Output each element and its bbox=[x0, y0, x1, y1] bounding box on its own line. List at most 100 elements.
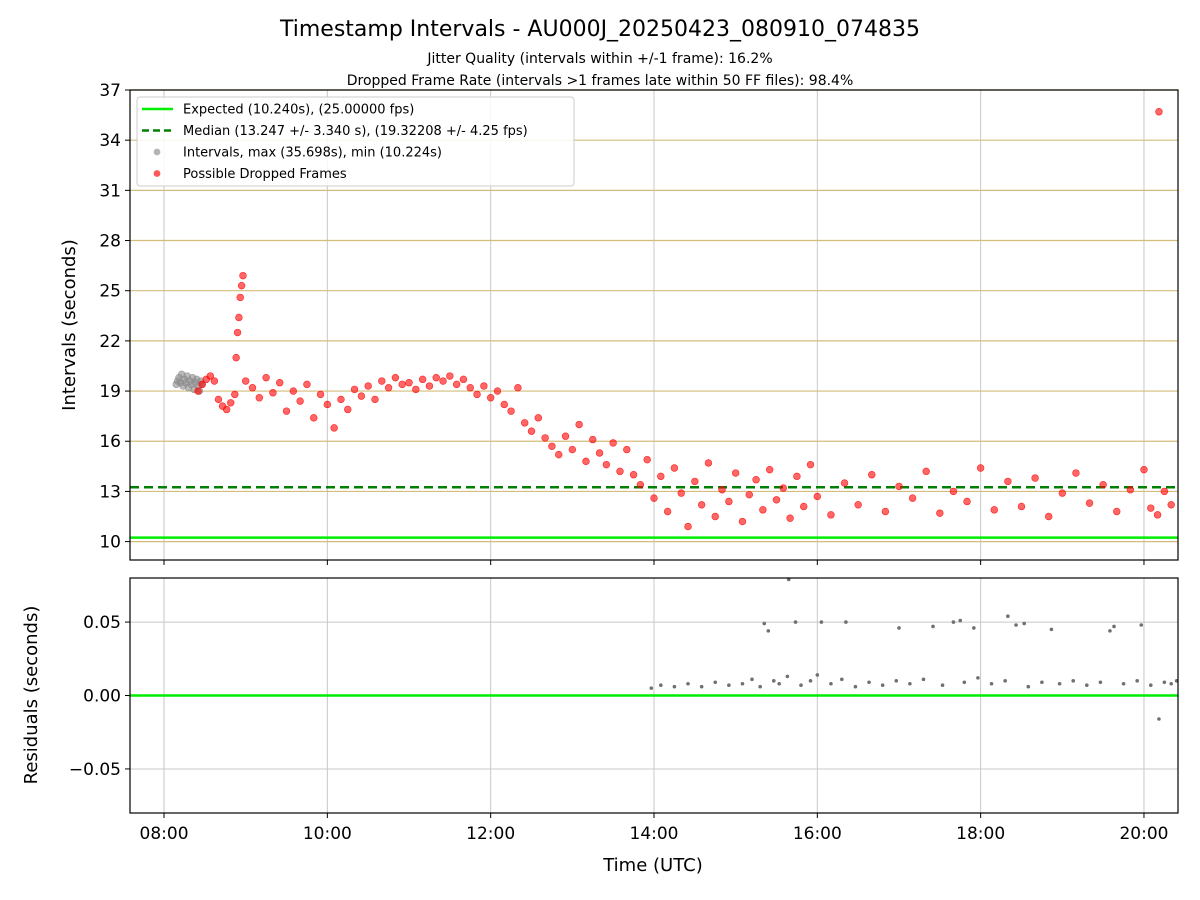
legend-marker-swatch bbox=[153, 148, 161, 156]
dropped-frame-point bbox=[595, 449, 604, 457]
dropped-frame-point bbox=[691, 477, 699, 486]
dropped-frame-point bbox=[337, 395, 345, 404]
dropped-frame-point bbox=[745, 491, 753, 499]
dropped-frame-point bbox=[248, 384, 257, 392]
residuals-points bbox=[649, 577, 1179, 721]
intervals-y-tick-label: 37 bbox=[99, 81, 121, 101]
residual-point bbox=[766, 629, 771, 633]
dropped-frame-point bbox=[255, 394, 263, 402]
dropped-frame-point bbox=[296, 397, 304, 405]
residual-point bbox=[740, 681, 745, 686]
dropped-frame-point bbox=[276, 379, 284, 387]
residual-point bbox=[962, 680, 967, 685]
residual-point bbox=[1022, 621, 1027, 626]
residuals-y-tick-label: 0.05 bbox=[83, 613, 121, 633]
dropped-frame-point bbox=[425, 382, 434, 390]
residual-point bbox=[908, 681, 912, 686]
residuals-frame bbox=[129, 577, 1179, 814]
dropped-frame-point bbox=[439, 377, 447, 385]
residual-point bbox=[829, 681, 833, 686]
dropped-frame-point bbox=[486, 394, 495, 402]
residual-point bbox=[649, 686, 654, 690]
dropped-frame-point bbox=[697, 501, 706, 509]
dropped-frame-point bbox=[446, 372, 454, 380]
dropped-frame-point bbox=[227, 399, 235, 407]
dropped-frame-point bbox=[752, 476, 760, 484]
dropped-frame-point bbox=[541, 434, 549, 442]
dropped-frame-point bbox=[623, 445, 631, 454]
legend-box bbox=[136, 96, 575, 187]
dropped-frame-point bbox=[806, 460, 815, 469]
residual-point bbox=[771, 679, 776, 683]
residuals-axes: 08:00 10:00 12:00 14:00 16:00 18:00 20:00 −0.05… bbox=[69, 577, 1179, 844]
residual-point bbox=[880, 683, 885, 688]
dropped-frame-point bbox=[827, 511, 835, 519]
dropped-frame-point bbox=[765, 465, 774, 474]
dropped-frame-point bbox=[466, 384, 474, 392]
dropped-frame-point bbox=[561, 432, 570, 440]
residuals-y-tick-label: 0.00 bbox=[83, 687, 121, 707]
residual-point bbox=[1049, 627, 1054, 632]
residuals-y-axis-label: Residuals (seconds) bbox=[21, 606, 42, 785]
dropped-frame-point bbox=[868, 470, 876, 479]
dropped-frame-point bbox=[1058, 489, 1067, 497]
residual-point bbox=[819, 620, 824, 624]
dropped-frame-point bbox=[418, 375, 427, 384]
residual-point bbox=[1157, 717, 1161, 721]
residuals-plot: 08:00 10:00 12:00 14:00 16:00 18:00 20:00 −0.05… bbox=[21, 577, 1179, 876]
dropped-frame-point bbox=[548, 442, 556, 450]
residual-point bbox=[897, 626, 901, 630]
dropped-frame-point bbox=[616, 467, 624, 476]
residual-point bbox=[989, 681, 994, 686]
residuals-y-tick-label: −0.05 bbox=[69, 760, 121, 780]
dropped-frame-point bbox=[990, 506, 998, 514]
dropped-frame-point bbox=[711, 512, 719, 521]
dropped-frame-point bbox=[384, 384, 393, 392]
dropped-frame-point bbox=[323, 400, 332, 409]
dropped-frame-point bbox=[206, 372, 215, 380]
residual-point bbox=[844, 620, 848, 624]
dropped-frame-point bbox=[222, 405, 231, 414]
intervals-y-tick-label: 13 bbox=[99, 482, 121, 502]
residual-point bbox=[777, 681, 782, 686]
dropped-frame-point bbox=[500, 400, 508, 409]
dropped-frame-point bbox=[210, 377, 219, 385]
residual-point bbox=[1026, 684, 1031, 689]
dropped-frame-point bbox=[1167, 501, 1175, 509]
dropped-frame-point bbox=[555, 450, 563, 459]
dropped-frame-point bbox=[269, 389, 277, 397]
intervals-y-tick-label: 31 bbox=[99, 181, 121, 201]
dropped-frame-point bbox=[237, 281, 246, 290]
intervals-plot: 10 13 16 19 22 25 28 31 34 37 Intervals (seconds)… bbox=[59, 81, 1179, 565]
dropped-frame-point bbox=[330, 424, 338, 432]
residual-point bbox=[1169, 681, 1173, 686]
dropped-frame-point bbox=[609, 439, 617, 447]
dropped-frame-point bbox=[629, 470, 638, 479]
dropped-frame-point bbox=[568, 445, 577, 454]
residual-point bbox=[1057, 681, 1062, 686]
intervals-y-tick-label: 22 bbox=[99, 332, 121, 352]
legend-entry-label: Possible Dropped Frames bbox=[183, 167, 347, 182]
dropped-frame-point bbox=[582, 457, 590, 466]
dropped-frame-point bbox=[507, 407, 515, 415]
residual-point bbox=[758, 684, 762, 689]
dropped-frame-point bbox=[663, 507, 672, 516]
dropped-frame-point bbox=[480, 382, 488, 390]
x-tick-label: 08:00 bbox=[140, 824, 189, 844]
dropped-frame-point bbox=[303, 380, 311, 389]
dropped-frame-point bbox=[772, 496, 781, 504]
dropped-frame-point bbox=[922, 467, 930, 476]
dropped-frame-point bbox=[963, 497, 971, 506]
dropped-frame-point bbox=[840, 479, 849, 487]
residual-point bbox=[1148, 683, 1153, 688]
dropped-frame-point bbox=[575, 420, 583, 429]
dropped-frame-point bbox=[344, 405, 352, 414]
residual-point bbox=[867, 680, 871, 685]
residual-point bbox=[1135, 679, 1139, 683]
dropped-frame-point bbox=[534, 414, 543, 422]
residual-point bbox=[762, 621, 767, 626]
dropped-frame-point bbox=[198, 380, 206, 389]
residual-point bbox=[958, 618, 963, 623]
residual-point bbox=[1003, 679, 1007, 683]
residual-point bbox=[699, 684, 704, 689]
